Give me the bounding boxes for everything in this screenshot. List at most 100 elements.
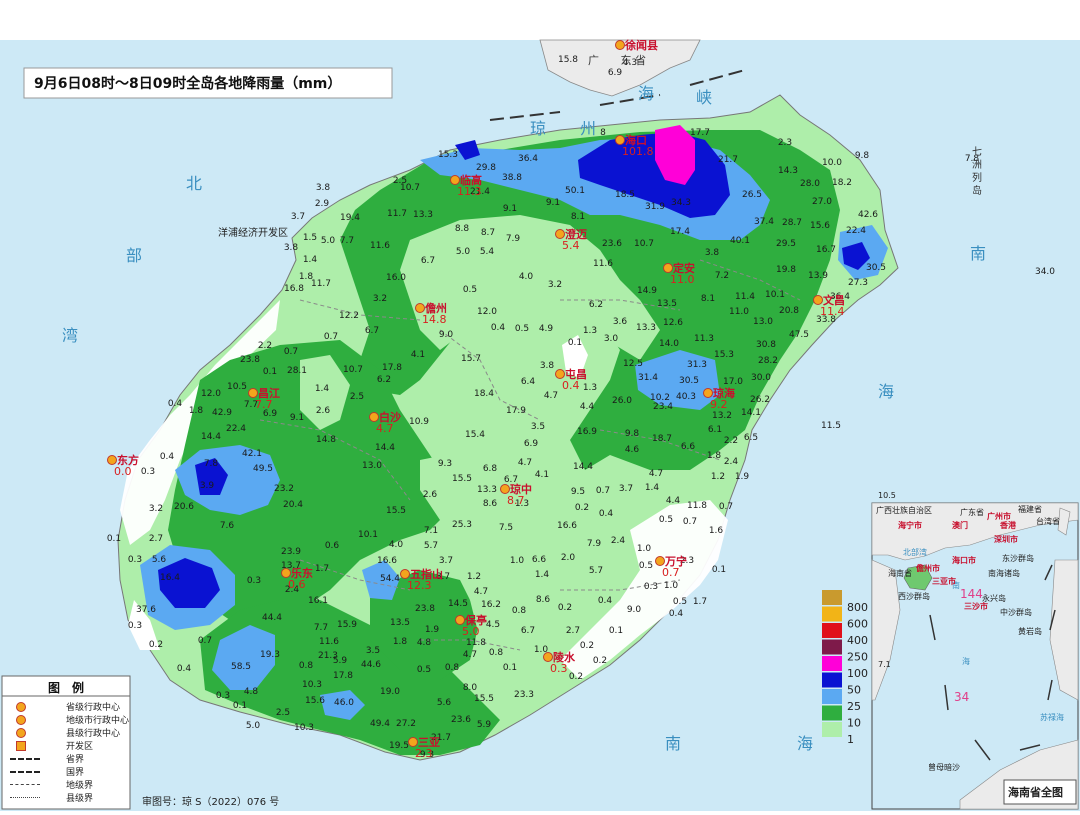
rain-value: 5.0 <box>456 247 471 257</box>
approval-number: 审图号：琼 S（2022）076 号 <box>142 797 280 808</box>
dot-circle-icon <box>555 229 565 239</box>
legend-item: 地级市行政中心 <box>10 713 129 726</box>
rain-value: 8.1 <box>701 294 715 304</box>
rain-value: 3.2 <box>149 504 163 514</box>
rain-value: 13.7 <box>281 561 301 571</box>
legend-label: 地级界 <box>66 781 94 791</box>
island-char: 洲 <box>972 160 982 171</box>
map-title: 9月6日08时～8日09时全岛各地降雨量（mm） <box>34 76 342 92</box>
dot-circle-icon <box>555 369 565 379</box>
dot-circle-icon <box>615 40 625 50</box>
county-boundaries <box>259 259 801 651</box>
rain-value: 12.0 <box>477 307 497 317</box>
rain-value: 2.5 <box>350 392 364 402</box>
city-rain-value: 8.7 <box>507 494 525 507</box>
rain-value: 2.3 <box>680 556 694 566</box>
dot-circle-icon <box>663 263 673 273</box>
rain-value: 36.4 <box>518 154 538 164</box>
rain-value: 1.8 <box>393 637 408 647</box>
rain-value: 13.0 <box>362 461 382 471</box>
inset-label: 海宁市 <box>898 521 922 530</box>
rain-value: 6.9 <box>263 409 278 419</box>
rain-value: 14.1 <box>741 408 761 418</box>
dot-circle-icon <box>655 556 665 566</box>
legend-item: 开发区 <box>10 739 128 752</box>
inset-label: 儋州市 <box>916 564 940 573</box>
rain-value: 7.7 <box>340 236 354 246</box>
scale-label: 100 <box>847 667 868 680</box>
rain-value: 4.3 <box>623 58 637 68</box>
inset-label: 福建省 <box>1018 505 1042 514</box>
inset-hainan <box>903 564 933 591</box>
rain-value: 14.5 <box>448 599 468 609</box>
rain-value: 15.7 <box>461 354 481 364</box>
rain-value: 6.4 <box>521 377 536 387</box>
scale-swatch <box>822 672 842 688</box>
rain-value: 6.7 <box>521 626 535 636</box>
rain-value: 0.8 <box>299 661 314 671</box>
legend-item: 省级行政中心 <box>10 700 128 713</box>
title-box <box>23 67 393 99</box>
rain-value: 1.2 <box>711 472 725 482</box>
rain-value: 23.6 <box>451 715 471 725</box>
sea-char: 海 <box>797 734 814 753</box>
rain-value: 20.4 <box>283 500 303 510</box>
rain-value: 17.4 <box>670 227 690 237</box>
inset-taiwan <box>1057 507 1071 536</box>
rain-value: 0.3 <box>128 621 142 631</box>
rain-value: 13.0 <box>753 317 773 327</box>
rain-value: 1.7 <box>693 597 707 607</box>
scale-label: 1 <box>847 733 854 746</box>
inset-label: 南海诸岛 <box>988 569 1020 578</box>
scale-label: 250 <box>847 651 868 664</box>
rain-value: 7.1 <box>424 526 438 536</box>
rain-value: 3.8 <box>540 361 555 371</box>
rain-value: 4.0 <box>389 540 404 550</box>
scale-swatch <box>822 656 842 671</box>
city-name: 琼中 <box>510 483 532 496</box>
rain-value: 14.3 <box>778 166 798 176</box>
rain-value: 3.2 <box>373 294 387 304</box>
rain-value: 2.9 <box>315 199 330 209</box>
rain-value: 9.1 <box>546 198 560 208</box>
rain-value: 8.8 <box>455 224 470 234</box>
rain-value: 5.6 <box>437 698 452 708</box>
dot-circle-icon <box>369 412 379 422</box>
sea-char: 海 <box>878 382 895 401</box>
rain-value: 1.4 <box>303 255 318 265</box>
rain-value: 11.6 <box>593 259 613 269</box>
rain-value: 0.1 <box>609 626 623 636</box>
rain-value: 3.8 <box>284 243 299 253</box>
rain-value: 10.7 <box>343 365 363 375</box>
rain-value: 3.5 <box>366 646 380 656</box>
rain-value: 21.3 <box>318 651 338 661</box>
rain-value: 0.4 <box>669 609 684 619</box>
rain-value: 21.4 <box>470 187 490 197</box>
rain-value: 34.3 <box>671 198 691 208</box>
rain-value: 0.2 <box>558 603 572 613</box>
rain-value: 13.3 <box>636 323 656 333</box>
inset-label: 东沙群岛 <box>1002 554 1034 563</box>
rain-value: 2.2 <box>724 436 738 446</box>
rain-value: 11.7 <box>387 209 407 219</box>
city-name: 万宁 <box>665 555 687 568</box>
rain-value: 6.5 <box>744 433 758 443</box>
scale-swatch <box>822 623 842 638</box>
rain-value: 38.8 <box>502 173 522 183</box>
star-circle-icon <box>16 702 26 712</box>
rain-value: 5.4 <box>480 247 495 257</box>
color-scale: 800 600 400 250 100 50 25 10 1 <box>822 590 868 746</box>
band-10-25-center <box>370 570 480 680</box>
rain-value: 7.7 <box>314 623 328 633</box>
rain-value: 2.7 <box>149 534 163 544</box>
rain-value: 16.8 <box>284 284 304 294</box>
dot-circle-icon <box>450 175 460 185</box>
rain-value: 10.9 <box>409 417 429 427</box>
city-name: 昌江 <box>258 387 280 400</box>
rain-value: 13.2 <box>712 411 732 421</box>
rain-value: 42.1 <box>242 449 262 459</box>
rain-value: 1.9 <box>735 472 750 482</box>
rain-value: 3.9 <box>200 481 215 491</box>
rain-value: 9.3 <box>420 750 434 760</box>
